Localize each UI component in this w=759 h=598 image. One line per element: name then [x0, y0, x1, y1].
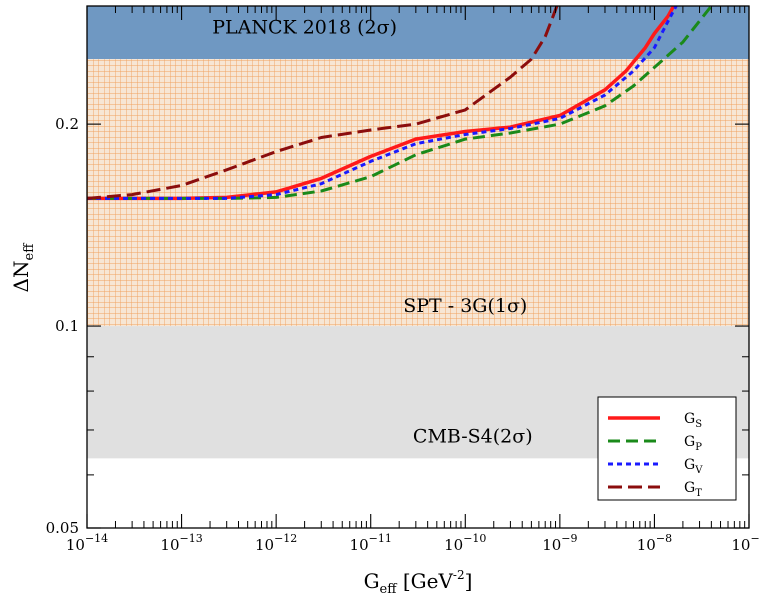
- x-tick-label: 10−9: [542, 532, 577, 554]
- band-label-2: CMB-S4(2σ): [413, 426, 533, 448]
- series-lines: [87, 6, 713, 201]
- x-tick-label: 10−13: [160, 532, 202, 554]
- x-axis-label: Geff [GeV-2]: [364, 568, 473, 597]
- band-label-1: SPT - 3G(1σ): [403, 295, 527, 317]
- y-tick-label: 0.05: [46, 519, 79, 537]
- x-tick-label: 10−14: [66, 532, 108, 554]
- y-tick-label: 0.2: [55, 115, 79, 133]
- y-axis-label: ΔNeff: [9, 242, 37, 293]
- series-line-T: [87, 6, 559, 200]
- series-line-P: [87, 6, 713, 200]
- y-tick-label: 0.1: [55, 317, 79, 335]
- x-tick-label: 10−8: [637, 532, 672, 554]
- constraint-bands: [87, 6, 749, 459]
- x-tick-label: 10−11: [350, 532, 392, 554]
- x-tick-label: 10−10: [444, 532, 486, 554]
- axis-ticks: [86, 5, 750, 529]
- legend-label-T: GT: [684, 480, 702, 499]
- x-tick-label: 10−7: [731, 532, 759, 554]
- band-label-0: PLANCK 2018 (2σ): [212, 16, 397, 38]
- legend-label-V: GV: [684, 457, 703, 476]
- plot-frame: [86, 5, 750, 529]
- series-line-S: [87, 6, 676, 201]
- legend-label-S: GS: [684, 411, 702, 430]
- x-tick-label: 10−12: [255, 532, 297, 554]
- band-1: [87, 59, 749, 327]
- band-labels: PLANCK 2018 (2σ) SPT - 3G(1σ) CMB-S4(2σ): [212, 16, 532, 447]
- legend-label-P: GP: [684, 434, 702, 453]
- band-0: [87, 6, 749, 60]
- series-line-V: [87, 6, 678, 200]
- axis-tick-labels: 10−14 10−13 10−12 10−11 10−10 10−9 10−8 10−7 0.0…: [46, 115, 759, 554]
- legend: GS GP GV GT: [597, 396, 737, 501]
